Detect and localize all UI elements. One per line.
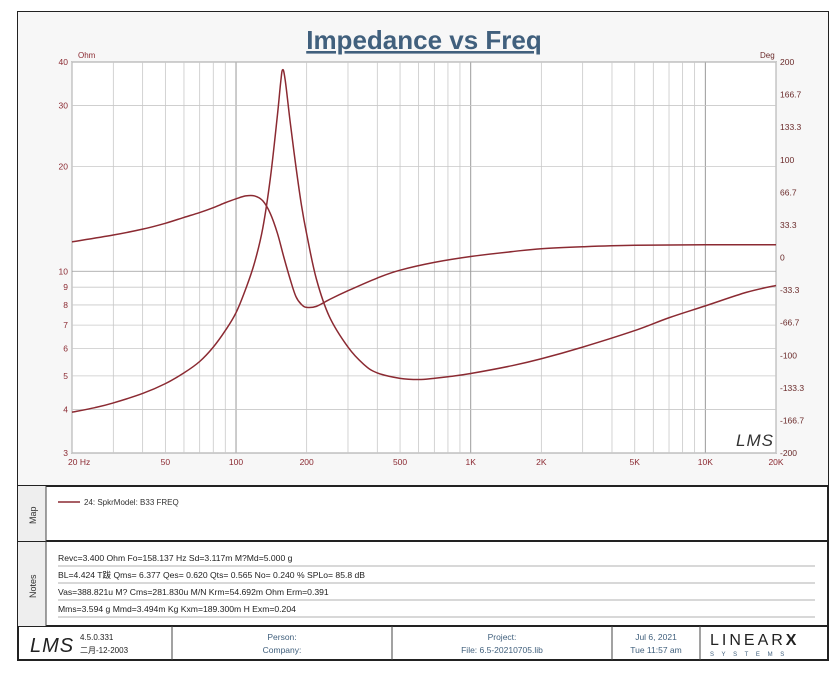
x-tick-label: 20K <box>768 457 783 467</box>
right-tick-label: -166.7 <box>780 415 804 425</box>
note-line: Mms=3.594 g Mmd=3.494m Kg Kxm=189.300m H… <box>58 604 296 614</box>
left-axis-ticks: 3 4 5 6 7 8 9 10 20 30 40 <box>59 57 69 458</box>
footer-version: 4.5.0.331 <box>80 633 114 642</box>
left-tick-label: 6 <box>63 343 68 353</box>
footer-lms-logo: LMS <box>30 635 74 657</box>
plot-grid <box>71 61 777 454</box>
x-axis-ticks: 20 Hz 50 100 200 500 1K 2K 5K 10K 20K <box>68 457 784 467</box>
left-tick-label: 30 <box>59 100 69 110</box>
legend-entry: 24: SpkrModel: B33 FREQ <box>84 498 179 507</box>
series-group <box>71 68 777 413</box>
brand-x: X <box>786 632 800 649</box>
x-tick-label: 100 <box>229 457 243 467</box>
note-line: Vas=388.821u M? Cms=281.830u M/N Krm=54.… <box>58 587 329 597</box>
note-line: Revc=3.400 Ohm Fo=158.137 Hz Sd=3.117m M… <box>58 553 293 563</box>
footer-date: Jul 6, 2021 <box>635 632 677 642</box>
footer-person-label: Person: <box>267 632 296 642</box>
left-tick-label: 40 <box>59 57 69 67</box>
right-tick-label: -100 <box>780 350 797 360</box>
right-tick-label: 66.7 <box>780 187 797 197</box>
right-tick-label: -33.3 <box>780 285 800 295</box>
map-section-label: Map <box>28 506 38 524</box>
notes-lines: Revc=3.400 Ohm Fo=158.137 Hz Sd=3.117m M… <box>58 553 815 618</box>
right-tick-label: 100 <box>780 155 794 165</box>
chart-title: Impedance vs Freq <box>306 25 542 55</box>
footer-file-name: File: 6.5-20210705.lib <box>461 645 543 655</box>
right-tick-label: 33.3 <box>780 220 797 230</box>
right-tick-label: 133.3 <box>780 122 802 132</box>
left-tick-label: 20 <box>59 162 69 172</box>
x-tick-label: 500 <box>393 457 407 467</box>
brand-word: LINEAR <box>710 632 786 649</box>
footer-brand: LINEARX <box>710 632 799 649</box>
right-axis-unit: Deg <box>760 51 775 60</box>
left-tick-label: 5 <box>63 371 68 381</box>
notes-section-label: Notes <box>28 574 38 598</box>
footer-company-label: Company: <box>263 645 302 655</box>
note-line: BL=4.424 T跋 Qms= 6.377 Qes= 0.620 Qts= 0… <box>58 569 365 580</box>
plot-area <box>71 61 777 454</box>
right-tick-label: 200 <box>780 57 794 67</box>
right-tick-label: -200 <box>780 448 797 458</box>
x-tick-label: 2K <box>536 457 547 467</box>
left-tick-label: 8 <box>63 300 68 310</box>
footer-time: Tue 11:57 am <box>630 645 682 655</box>
left-tick-label: 9 <box>63 282 68 292</box>
left-axis-unit: Ohm <box>78 51 96 60</box>
x-tick-label: 200 <box>300 457 314 467</box>
left-tick-label: 7 <box>63 320 68 330</box>
x-tick-label: 20 Hz <box>68 457 90 467</box>
right-tick-label: -133.3 <box>780 383 804 393</box>
right-tick-label: 0 <box>780 253 785 263</box>
phase-series-line <box>71 194 777 309</box>
footer-project-label: Project: <box>488 632 517 642</box>
left-tick-label: 4 <box>63 405 68 415</box>
x-tick-label: 1K <box>465 457 476 467</box>
right-tick-label: 166.7 <box>780 90 802 100</box>
x-tick-label: 50 <box>161 457 171 467</box>
footer-brand-sub: S Y S T E M S <box>710 652 787 658</box>
right-tick-label: -66.7 <box>780 318 800 328</box>
x-tick-label: 10K <box>698 457 713 467</box>
right-axis-ticks: 200 166.7 133.3 100 66.7 33.3 0 -33.3 -66.7 -100 -… <box>780 57 804 458</box>
footer-build-date: 二月-12-2003 <box>80 646 129 655</box>
left-tick-label: 10 <box>59 266 69 276</box>
lms-watermark: LMS <box>736 431 774 450</box>
impedance-series-line <box>71 68 777 413</box>
x-tick-label: 5K <box>630 457 641 467</box>
left-tick-label: 3 <box>63 448 68 458</box>
